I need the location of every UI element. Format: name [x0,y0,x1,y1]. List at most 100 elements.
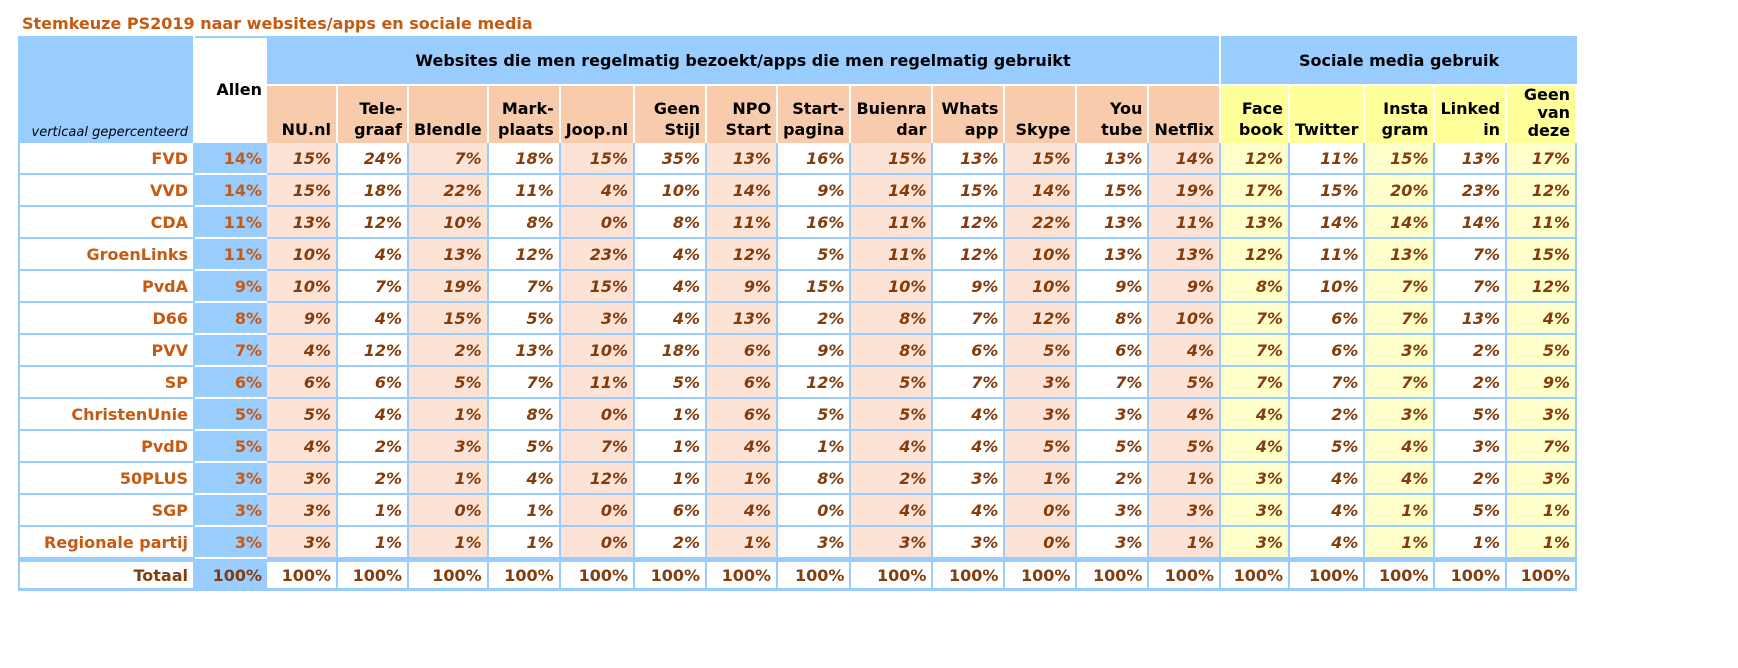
website-value: 10% [1005,239,1078,271]
website-value: 4% [851,495,934,527]
website-value: 2% [409,335,489,367]
website-value: 8% [635,207,708,239]
party-label: PvdD [18,431,195,463]
allen-value: 3% [195,463,267,495]
social-value: 7% [1365,271,1436,303]
website-value: 3% [1077,527,1150,559]
social-value: 7% [1221,335,1290,367]
column-header: Blendle [409,84,489,143]
website-value: 4% [267,431,338,463]
website-value: 18% [635,335,708,367]
website-value: 2% [338,463,409,495]
social-value: 7% [1365,303,1436,335]
total-row: Totaal 100% 100% 100% 100% 100% 100% 100% 100% 10… [18,559,1578,591]
column-header: Mark-plaats [488,84,561,143]
website-value: 2% [778,303,852,335]
allen-value: 11% [195,239,267,271]
website-value: 13% [1077,239,1150,271]
website-value: 100% [267,559,338,591]
website-value: 100% [560,559,636,591]
table-row: GroenLinks 11% 10% 4% 13% 12% 23% 4% 12% 5% 11% 12%… [18,239,1578,271]
website-value: 3% [1077,495,1150,527]
website-value: 0% [560,527,636,559]
website-value: 10% [851,271,934,303]
column-header: Face book [1221,84,1290,143]
party-label: ChristenUnie [18,399,195,431]
party-label: FVD [18,143,195,175]
social-value: 8% [1221,271,1290,303]
social-value: 5% [1507,335,1578,367]
allen-value: 14% [195,175,267,207]
website-value: 12% [488,239,561,271]
website-value: 1% [1005,463,1078,495]
social-value: 3% [1365,335,1436,367]
social-value: 7% [1435,271,1508,303]
website-value: 3% [933,463,1006,495]
website-value: 100% [1005,559,1078,591]
party-label: CDA [18,207,195,239]
website-value: 11% [851,207,934,239]
social-value: 4% [1365,431,1436,463]
social-value: 12% [1221,143,1290,175]
website-value: 12% [933,207,1006,239]
website-value: 3% [267,527,338,559]
website-value: 7% [488,367,561,399]
website-value: 3% [933,527,1006,559]
website-value: 4% [933,495,1006,527]
website-value: 2% [338,431,409,463]
website-value: 4% [1149,399,1221,431]
allen-value: 11% [195,207,267,239]
website-value: 13% [707,303,779,335]
column-header: Twitter [1290,84,1366,143]
social-value: 14% [1365,207,1436,239]
website-value: 5% [1149,367,1221,399]
website-value: 15% [560,271,636,303]
party-label: PVV [18,335,195,367]
website-value: 13% [933,143,1006,175]
allen-header: Allen [195,36,267,143]
social-value: 11% [1507,207,1578,239]
website-value: 5% [1005,335,1078,367]
column-header: Insta gram [1365,84,1436,143]
website-value: 4% [707,495,779,527]
party-label: D66 [18,303,195,335]
column-header: NPO Start [707,84,779,143]
website-value: 8% [778,463,852,495]
website-value: 4% [635,303,708,335]
website-value: 4% [1149,335,1221,367]
website-value: 4% [338,239,409,271]
social-value: 17% [1221,175,1290,207]
website-value: 22% [409,175,489,207]
social-value: 4% [1290,495,1366,527]
social-value: 7% [1507,431,1578,463]
social-value: 15% [1507,239,1578,271]
social-value: 3% [1221,463,1290,495]
website-value: 9% [933,271,1006,303]
party-label: GroenLinks [18,239,195,271]
social-value: 14% [1435,207,1508,239]
allen-value: 8% [195,303,267,335]
website-value: 13% [1077,207,1150,239]
website-value: 13% [1149,239,1221,271]
website-value: 5% [488,431,561,463]
website-value: 1% [409,463,489,495]
social-value: 12% [1221,239,1290,271]
website-value: 11% [851,239,934,271]
social-value: 1% [1365,495,1436,527]
table-row: CDA 11% 13% 12% 10% 8% 0% 8% 11% 16% 11% 12% 22% 13% 1… [18,207,1578,239]
website-value: 12% [338,335,409,367]
website-value: 4% [267,335,338,367]
website-value: 12% [560,463,636,495]
social-value: 2% [1435,335,1508,367]
website-value: 3% [1077,399,1150,431]
website-value: 6% [707,367,779,399]
website-value: 1% [635,463,708,495]
website-value: 3% [1005,367,1078,399]
allen-value: 3% [195,495,267,527]
website-value: 15% [778,271,852,303]
party-label: PvdA [18,271,195,303]
website-value: 4% [635,239,708,271]
website-value: 2% [1077,463,1150,495]
website-value: 5% [409,367,489,399]
website-value: 5% [778,239,852,271]
